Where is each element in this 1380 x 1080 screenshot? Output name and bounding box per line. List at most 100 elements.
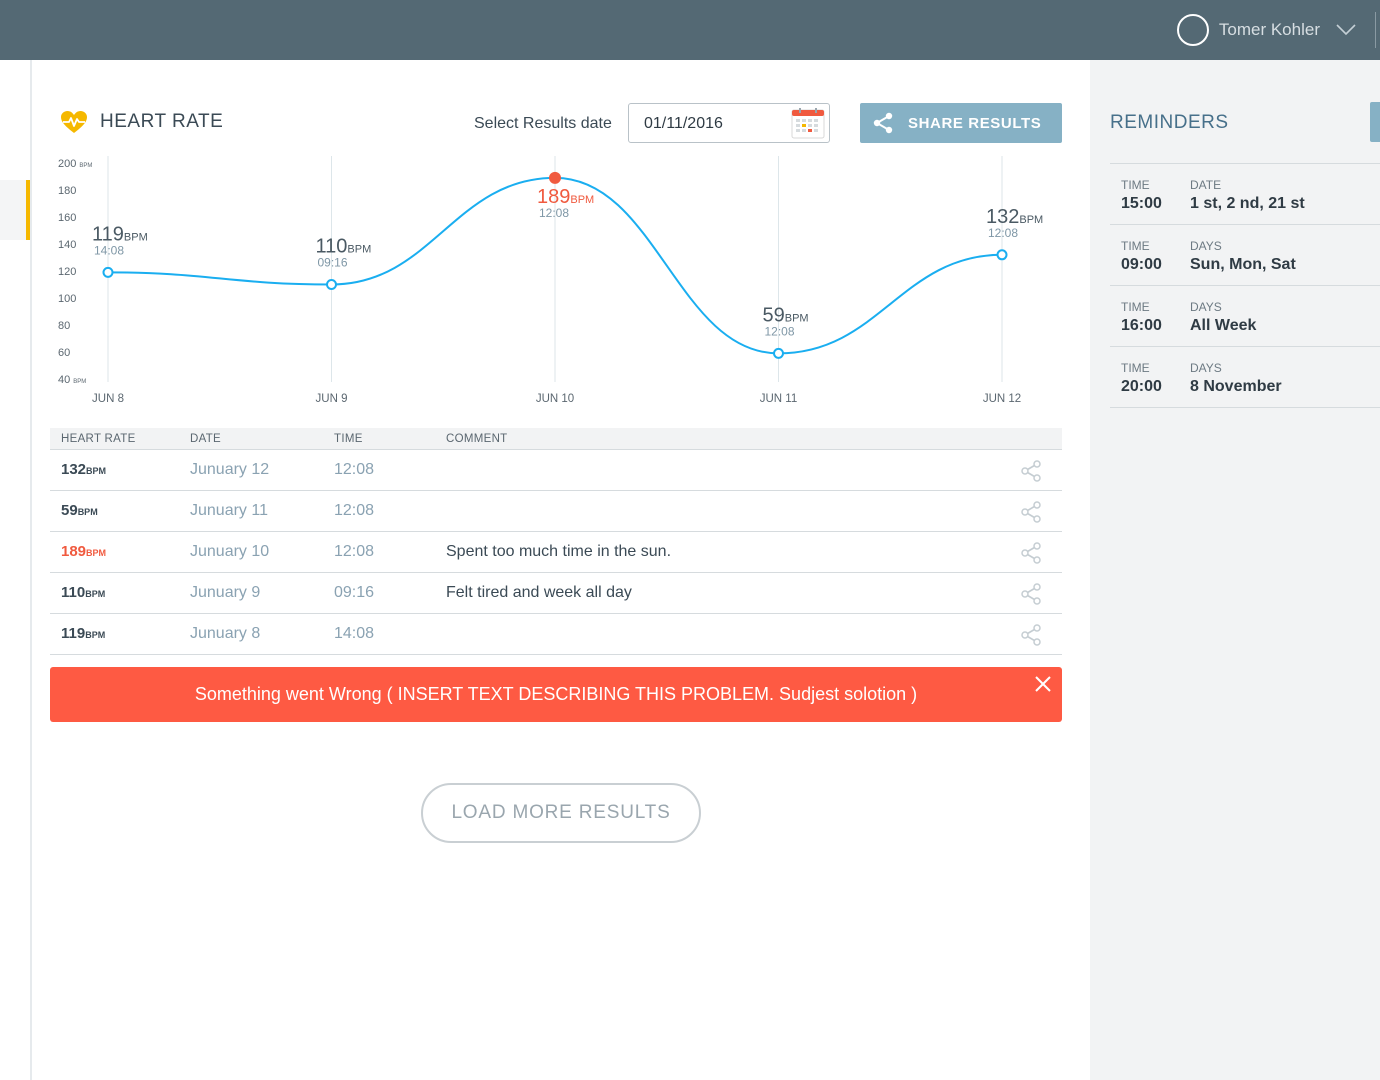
data-label-value: 110 xyxy=(316,236,348,258)
data-label-value: 189 xyxy=(537,186,570,208)
date-cell: Junuary 10 xyxy=(190,543,270,560)
reminder-item[interactable]: TIME DAYS 09:00 Sun, Mon, Sat xyxy=(1110,225,1380,286)
avatar[interactable] xyxy=(1176,14,1209,46)
chevron-down-icon[interactable] xyxy=(1336,24,1356,36)
share-icon[interactable] xyxy=(1020,501,1042,523)
error-message: Something went Wrong ( INSERT TEXT DESCR… xyxy=(194,684,918,704)
heart-rate-value: 132BPM xyxy=(61,461,106,478)
y-tick-label: 80 xyxy=(58,320,70,332)
y-tick-label: 200 BPM xyxy=(58,158,92,170)
reminder-item[interactable]: TIME DAYS 20:00 8 November xyxy=(1110,347,1380,408)
share-icon[interactable] xyxy=(1020,583,1042,605)
top-divider xyxy=(1375,12,1376,48)
reminders-sidebar: REMINDERS TIME DATE 15:00 1 st, 2 nd, 21 st… xyxy=(1090,60,1380,1080)
error-banner: Something went Wrong ( INSERT TEXT DESCR… xyxy=(50,667,1062,722)
reminder-days-label: DATE xyxy=(1190,178,1222,192)
heart-rate-number: 132 xyxy=(61,461,87,478)
reminder-time-label: TIME xyxy=(1121,361,1150,375)
data-point xyxy=(773,347,784,359)
results-date-value[interactable]: 01/11/2016 xyxy=(644,115,723,132)
reminder-days: Sun, Mon, Sat xyxy=(1190,256,1296,273)
reminders-title: REMINDERS xyxy=(1110,112,1229,133)
reminder-time: 20:00 xyxy=(1121,378,1162,395)
x-tick-label: JUN 8 xyxy=(92,393,124,405)
share-icon[interactable] xyxy=(1020,624,1042,646)
heart-rate-number: 189 xyxy=(61,543,87,560)
table-row[interactable]: 119BPM Junuary 8 14:08 xyxy=(50,614,1062,655)
heart-rate-number: 110 xyxy=(61,584,86,601)
x-tick-label: JUN 9 xyxy=(316,393,348,405)
share-results-button[interactable]: SHARE RESULTS xyxy=(860,103,1062,143)
user-name[interactable]: Tomer Kohler xyxy=(1218,20,1320,39)
nav-item-active[interactable] xyxy=(0,180,30,240)
time-cell: 14:08 xyxy=(334,625,375,642)
heart-rate-value: 110BPM xyxy=(61,584,105,601)
data-point xyxy=(102,266,114,278)
data-label: 189BPM xyxy=(537,186,594,208)
share-icon xyxy=(873,112,893,134)
share-icon[interactable] xyxy=(1020,542,1042,564)
data-point xyxy=(996,249,1008,261)
time-cell: 12:08 xyxy=(334,461,375,478)
reminder-item[interactable]: TIME DATE 15:00 1 st, 2 nd, 21 st xyxy=(1110,164,1380,225)
add-reminder-button[interactable] xyxy=(1370,102,1380,142)
panel-title: HEART RATE xyxy=(60,110,223,134)
data-label-unit: BPM xyxy=(1019,214,1043,226)
data-label: 110BPM xyxy=(316,236,372,258)
y-tick-label: 160 xyxy=(58,212,76,224)
x-tick-label: JUN 12 xyxy=(983,393,1021,405)
data-point xyxy=(326,279,337,290)
time-cell: 12:08 xyxy=(334,543,375,560)
reminder-time: 09:00 xyxy=(1121,256,1162,273)
table-row[interactable]: 59BPM Junuary 11 12:08 xyxy=(50,491,1062,532)
heart-rate-value: 189BPM xyxy=(61,543,106,560)
data-label-time: 09:16 xyxy=(318,256,348,270)
heart-rate-unit: BPM xyxy=(86,466,107,476)
calendar-icon[interactable] xyxy=(791,107,825,139)
x-tick-label: JUN 10 xyxy=(536,393,574,405)
reminder-time-label: TIME xyxy=(1121,178,1150,192)
y-tick-unit: BPM xyxy=(79,163,92,169)
heart-rate-unit: BPM xyxy=(85,589,106,599)
data-label-value: 132 xyxy=(986,206,1019,228)
heart-rate-value: 59BPM xyxy=(61,502,98,519)
data-label-unit: BPM xyxy=(785,312,809,324)
heart-pulse-icon xyxy=(61,111,87,133)
heart-rate-number: 59 xyxy=(61,502,78,519)
table-row[interactable]: 132BPM Junuary 12 12:08 xyxy=(50,450,1062,491)
table-row[interactable]: 110BPM Junuary 9 09:16 Felt tired and week … xyxy=(50,573,1062,614)
date-cell: Junuary 8 xyxy=(190,625,261,642)
y-tick-label: 180 xyxy=(58,185,76,197)
heart-rate-value: 119BPM xyxy=(61,625,105,642)
y-tick-label: 140 xyxy=(58,239,76,251)
data-label: 119BPM xyxy=(92,223,148,245)
results-date-field[interactable]: 01/11/2016 xyxy=(628,103,830,143)
close-icon[interactable] xyxy=(1033,674,1053,694)
user-menu[interactable]: Tomer Kohler xyxy=(1176,14,1356,46)
date-label: Select Results date xyxy=(474,115,612,132)
data-label-time: 12:08 xyxy=(765,324,795,338)
comment-cell: Felt tired and week all day xyxy=(446,584,632,601)
table-row[interactable]: 189BPM Junuary 10 12:08 Spent too much time… xyxy=(50,532,1062,573)
data-label-value: 59 xyxy=(763,304,785,326)
column-header-time: TIME xyxy=(334,433,363,445)
left-navigation-rail xyxy=(0,60,32,1080)
share-icon[interactable] xyxy=(1020,460,1042,482)
heart-rate-panel: HEART RATE Select Results date 01/11/201… xyxy=(50,60,1062,1080)
heart-rate-unit: BPM xyxy=(85,630,106,640)
results-table: HEART RATE DATE TIME COMMENT 132BPM Junua… xyxy=(50,428,1062,655)
column-header-heart-rate: HEART RATE xyxy=(61,433,136,445)
reminder-time-label: TIME xyxy=(1121,300,1150,314)
data-point-highlight xyxy=(549,171,561,184)
data-label-value: 119 xyxy=(92,223,124,245)
column-header-comment: COMMENT xyxy=(446,433,508,445)
reminder-item[interactable]: TIME DAYS 16:00 All Week xyxy=(1110,286,1380,347)
y-tick-label: 60 xyxy=(58,347,70,359)
time-cell: 12:08 xyxy=(334,502,375,519)
data-label: 59BPM xyxy=(763,304,809,326)
data-label-time: 14:08 xyxy=(94,243,124,257)
x-tick-label: JUN 11 xyxy=(760,393,798,405)
reminder-days: 1 st, 2 nd, 21 st xyxy=(1190,195,1305,212)
load-more-button[interactable]: LOAD MORE RESULTS xyxy=(421,783,701,843)
reminder-days: All Week xyxy=(1190,317,1257,334)
